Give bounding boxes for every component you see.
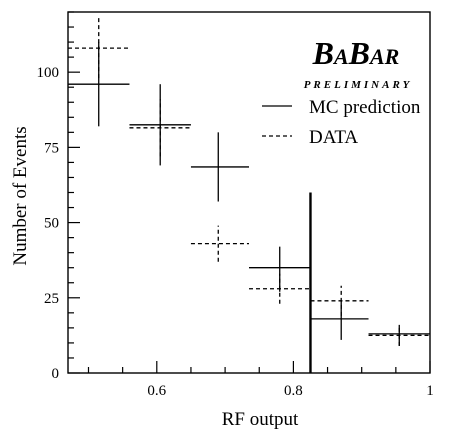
series-data (68, 18, 430, 346)
y-tick-label: 100 (37, 65, 60, 81)
x-tick-label: 0.6 (147, 383, 166, 399)
preliminary-label: PRELIMINARY (304, 79, 413, 91)
y-tick-label: 25 (44, 291, 59, 307)
y-tick-label: 50 (44, 216, 59, 232)
x-tick-label: 1 (426, 383, 434, 399)
x-axis-label: RF output (222, 409, 299, 430)
legend-data-label: DATA (309, 127, 358, 148)
babar-logo-text: BABAR (312, 35, 400, 71)
chart-marks (68, 18, 430, 373)
y-axis-label: Number of Events (10, 126, 31, 265)
legend: MC prediction DATA (262, 97, 421, 148)
babar-logo: BABAR PRELIMINARY (304, 35, 413, 91)
legend-mc-label: MC prediction (309, 97, 421, 118)
axis-ticks: 0.6 0.8 1 0 25 50 75 100 (37, 11, 434, 399)
y-tick-label: 75 (44, 140, 59, 156)
x-tick-label: 0.8 (284, 383, 303, 399)
y-tick-label: 0 (52, 366, 60, 382)
